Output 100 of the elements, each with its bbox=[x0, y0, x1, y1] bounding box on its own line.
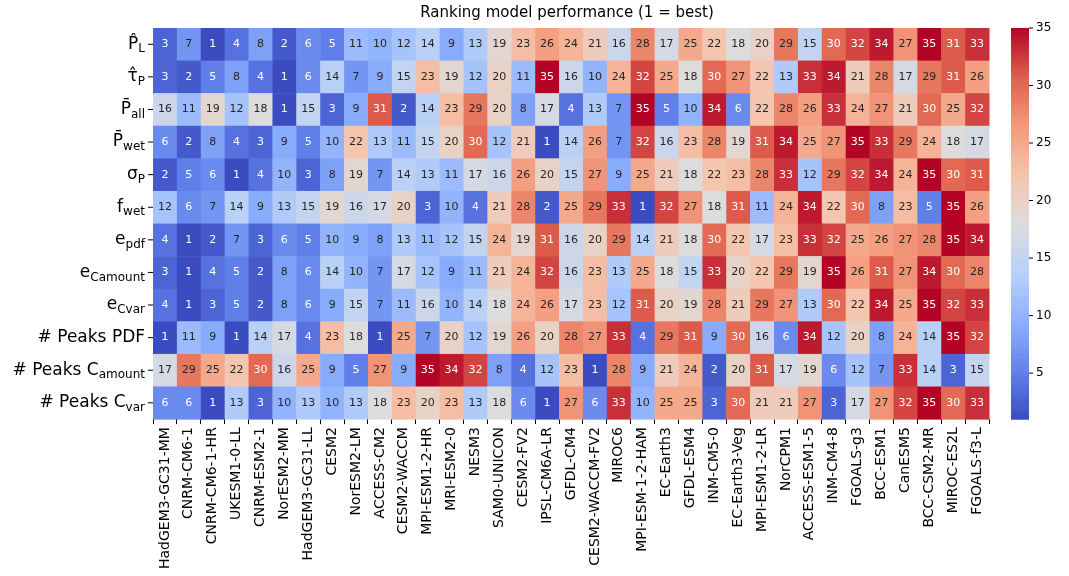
data-label: 15 bbox=[683, 265, 698, 279]
x-tick-label: IPSL-CM6A-LR bbox=[537, 426, 554, 524]
data-label: 20 bbox=[659, 297, 674, 311]
x-tick-label: MPI-ESM1-2-LR bbox=[752, 426, 769, 533]
data-label: 26 bbox=[970, 69, 985, 83]
data-label: 26 bbox=[970, 200, 985, 214]
data-label: 34 bbox=[874, 167, 889, 181]
data-label: 12 bbox=[540, 363, 555, 377]
data-label: 5 bbox=[328, 37, 336, 51]
data-label: 10 bbox=[277, 167, 292, 181]
data-label: 2 bbox=[209, 232, 217, 246]
data-label: 19 bbox=[731, 134, 746, 148]
data-label: 19 bbox=[683, 297, 698, 311]
data-label: 1 bbox=[185, 297, 193, 311]
data-label: 10 bbox=[635, 395, 650, 409]
data-label: 19 bbox=[802, 363, 817, 377]
data-label: 15 bbox=[420, 134, 435, 148]
data-label: 22 bbox=[850, 297, 865, 311]
data-label: 20 bbox=[540, 167, 555, 181]
data-label: 17 bbox=[970, 134, 985, 148]
data-label: 14 bbox=[325, 265, 340, 279]
data-label: 13 bbox=[468, 395, 483, 409]
data-label: 24 bbox=[922, 134, 937, 148]
data-label: 24 bbox=[516, 297, 531, 311]
data-label: 32 bbox=[635, 69, 650, 83]
data-label: 25 bbox=[396, 330, 411, 344]
x-tick-label: MPI-ESM1-2-HR bbox=[418, 426, 435, 535]
data-label: 15 bbox=[301, 102, 316, 116]
data-label: 24 bbox=[564, 37, 578, 51]
data-label: 13 bbox=[802, 297, 817, 311]
data-label: 28 bbox=[707, 134, 722, 148]
data-label: 14 bbox=[229, 200, 244, 214]
data-label: 3 bbox=[161, 265, 169, 279]
data-label: 10 bbox=[325, 395, 340, 409]
data-label: 23 bbox=[444, 102, 459, 116]
data-label: 15 bbox=[468, 232, 483, 246]
data-label: 10 bbox=[587, 69, 602, 83]
data-label: 3 bbox=[304, 167, 312, 181]
data-label: 23 bbox=[778, 232, 793, 246]
data-label: 1 bbox=[185, 265, 193, 279]
data-label: 6 bbox=[782, 330, 790, 344]
data-label: 11 bbox=[468, 265, 483, 279]
data-label: 17 bbox=[468, 167, 483, 181]
data-label: 1 bbox=[185, 232, 193, 246]
data-label: 12 bbox=[611, 297, 626, 311]
data-label: 6 bbox=[519, 395, 527, 409]
data-label: 25 bbox=[802, 134, 817, 148]
data-label: 9 bbox=[352, 232, 360, 246]
data-label: 29 bbox=[659, 330, 674, 344]
x-tick-label: NorESM2-LM bbox=[346, 427, 363, 516]
data-label: 7 bbox=[615, 134, 623, 148]
data-label: 23 bbox=[444, 395, 459, 409]
data-label: 19 bbox=[325, 200, 340, 214]
data-label: 27 bbox=[564, 395, 578, 409]
data-label: 35 bbox=[922, 395, 937, 409]
data-label: 3 bbox=[830, 395, 838, 409]
data-label: 4 bbox=[471, 200, 479, 214]
data-label: 28 bbox=[778, 102, 793, 116]
data-label: 21 bbox=[516, 134, 531, 148]
data-label: 9 bbox=[400, 363, 408, 377]
x-tick-label: MPI-ESM-1-2-HAM bbox=[633, 427, 650, 552]
data-label: 27 bbox=[683, 200, 698, 214]
data-label: 1 bbox=[280, 102, 288, 116]
data-label: 20 bbox=[731, 363, 746, 377]
data-label: 29 bbox=[755, 297, 770, 311]
data-label: 11 bbox=[420, 232, 435, 246]
data-label: 14 bbox=[325, 69, 340, 83]
data-label: 13 bbox=[372, 134, 387, 148]
data-label: 9 bbox=[710, 330, 718, 344]
data-label: 32 bbox=[850, 37, 865, 51]
data-label: 1 bbox=[639, 200, 647, 214]
data-label: 31 bbox=[755, 134, 770, 148]
data-label: 25 bbox=[946, 102, 961, 116]
data-label: 29 bbox=[826, 167, 841, 181]
data-label: 11 bbox=[181, 330, 196, 344]
data-label: 14 bbox=[420, 37, 435, 51]
data-label: 14 bbox=[564, 134, 578, 148]
data-label: 20 bbox=[444, 330, 459, 344]
data-label: 8 bbox=[280, 297, 288, 311]
data-label: 8 bbox=[878, 330, 886, 344]
data-label: 3 bbox=[256, 134, 264, 148]
data-label: 32 bbox=[659, 200, 674, 214]
x-tick-label: FGOALS-f3-L bbox=[967, 426, 984, 515]
data-label: 27 bbox=[802, 395, 817, 409]
data-label: 10 bbox=[683, 102, 698, 116]
data-label: 30 bbox=[826, 297, 841, 311]
data-label: 25 bbox=[659, 69, 674, 83]
data-label: 3 bbox=[161, 69, 169, 83]
data-label: 7 bbox=[878, 363, 886, 377]
x-tick-label: MIROC-ES2L bbox=[943, 426, 960, 514]
data-label: 6 bbox=[304, 297, 312, 311]
data-label: 30 bbox=[707, 69, 722, 83]
data-label: 21 bbox=[587, 37, 602, 51]
color-bar-label: 30 bbox=[1036, 77, 1052, 92]
data-label: 11 bbox=[349, 37, 364, 51]
data-label: 35 bbox=[946, 232, 961, 246]
data-label: 24 bbox=[611, 69, 626, 83]
data-label: 2 bbox=[185, 134, 193, 148]
data-label: 22 bbox=[826, 200, 841, 214]
data-label: 26 bbox=[802, 102, 817, 116]
